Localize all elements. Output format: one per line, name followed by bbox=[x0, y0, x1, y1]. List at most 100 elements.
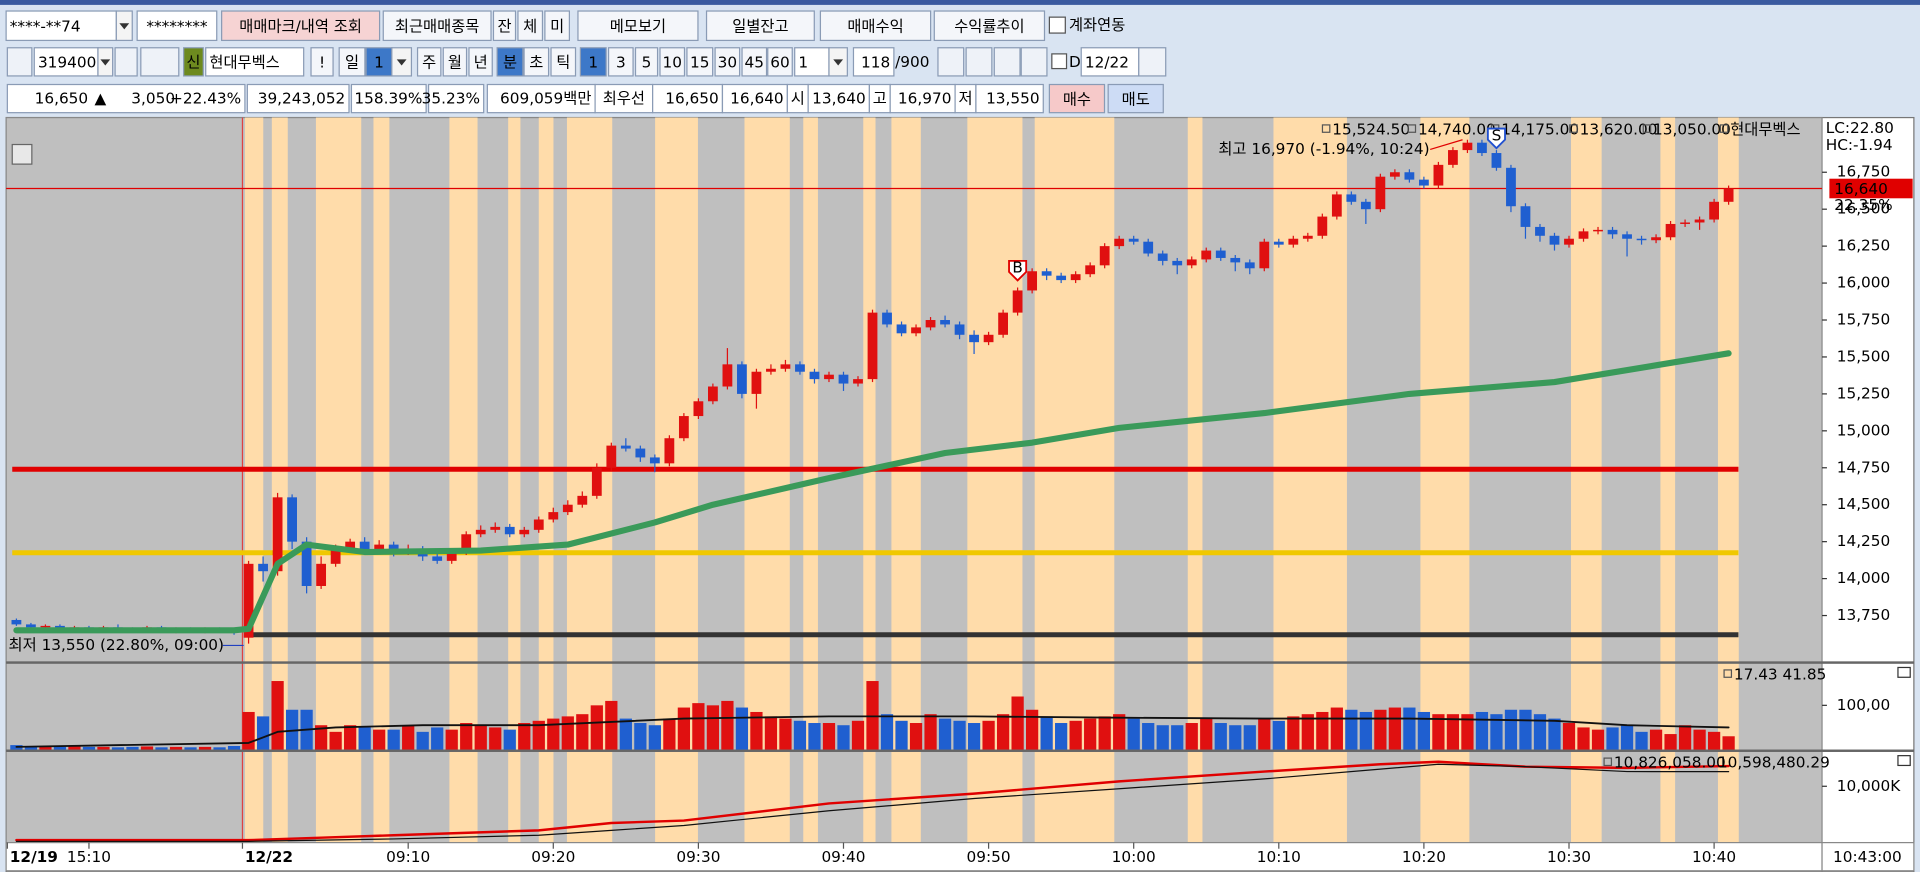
button[interactable] bbox=[205, 47, 305, 77]
candle-body bbox=[388, 544, 399, 553]
button[interactable] bbox=[819, 10, 932, 42]
candle-body bbox=[1317, 216, 1328, 236]
icon-button[interactable] bbox=[937, 47, 965, 77]
volume-bar bbox=[1388, 707, 1401, 750]
quote-high: 16,970 bbox=[898, 90, 952, 108]
volume-bar bbox=[866, 681, 879, 750]
candle-body bbox=[1331, 194, 1342, 217]
button[interactable] bbox=[1048, 83, 1106, 114]
candle-body bbox=[1157, 253, 1168, 261]
panel-close[interactable] bbox=[1897, 666, 1911, 678]
icon-button[interactable] bbox=[6, 47, 33, 77]
button[interactable] bbox=[577, 10, 699, 42]
icon-button[interactable] bbox=[140, 47, 180, 77]
button[interactable] bbox=[136, 10, 218, 42]
button[interactable] bbox=[523, 47, 550, 77]
quote-low: 13,550 bbox=[986, 90, 1040, 108]
button[interactable] bbox=[310, 47, 334, 77]
quote-ask: 16,650 bbox=[665, 90, 719, 108]
volume-bar bbox=[1098, 716, 1111, 750]
candle-body bbox=[272, 497, 283, 572]
volume-bar bbox=[909, 723, 923, 750]
candle-body bbox=[649, 457, 660, 464]
chart-menu-icon[interactable] bbox=[11, 143, 33, 165]
button[interactable] bbox=[686, 47, 714, 77]
button[interactable] bbox=[659, 47, 686, 77]
checkbox[interactable] bbox=[1051, 53, 1068, 70]
high-note: 최고 16,970 (-1.94%, 10:24) bbox=[1218, 140, 1429, 158]
button[interactable] bbox=[382, 10, 492, 42]
volume-bar bbox=[431, 727, 444, 750]
volume-bar bbox=[706, 705, 720, 750]
icon-button[interactable] bbox=[1138, 47, 1167, 77]
button[interactable] bbox=[607, 47, 634, 77]
button-label: 1 bbox=[588, 54, 598, 72]
hc-label: HC:-1.94 bbox=[1826, 136, 1893, 154]
button[interactable] bbox=[1107, 83, 1164, 114]
volume-bar bbox=[416, 731, 429, 750]
trade-marker bbox=[1486, 127, 1506, 150]
icon-button[interactable] bbox=[114, 47, 138, 77]
button[interactable] bbox=[5, 10, 117, 42]
button[interactable] bbox=[550, 47, 577, 77]
volume-bar bbox=[1301, 714, 1314, 750]
candle-body bbox=[345, 541, 356, 550]
button[interactable] bbox=[634, 47, 659, 77]
volume-bar bbox=[489, 727, 502, 750]
button[interactable] bbox=[183, 47, 204, 77]
panel-close[interactable] bbox=[1897, 755, 1911, 767]
candle-body bbox=[1346, 194, 1357, 202]
icon-button[interactable] bbox=[993, 47, 1021, 77]
icon-button[interactable] bbox=[1020, 47, 1048, 77]
volume-bar bbox=[605, 700, 618, 750]
button[interactable] bbox=[1080, 47, 1140, 77]
button[interactable] bbox=[852, 47, 895, 77]
time-label: 10:30 bbox=[1547, 848, 1591, 866]
candle-body bbox=[1564, 238, 1574, 245]
volume-bar bbox=[619, 718, 632, 750]
volume-bar bbox=[227, 745, 241, 750]
candle-body bbox=[838, 374, 849, 384]
candle-body bbox=[40, 625, 51, 628]
button[interactable] bbox=[338, 47, 366, 77]
candle-body bbox=[562, 504, 573, 513]
button[interactable] bbox=[365, 47, 393, 77]
candle-body bbox=[1375, 176, 1386, 210]
volume-bar bbox=[1577, 727, 1590, 750]
button[interactable] bbox=[705, 10, 815, 42]
volume-bar bbox=[1243, 725, 1256, 750]
button[interactable] bbox=[714, 47, 741, 77]
button[interactable] bbox=[492, 10, 517, 42]
button[interactable] bbox=[468, 47, 493, 77]
candle-body bbox=[1027, 271, 1038, 291]
button[interactable] bbox=[221, 10, 381, 42]
button[interactable] bbox=[442, 47, 468, 77]
volume-bar bbox=[213, 747, 226, 750]
button[interactable] bbox=[544, 10, 570, 42]
low-note: 최저 13,550 (22.80%, 09:00) bbox=[9, 636, 224, 654]
volume-bar bbox=[1258, 718, 1271, 750]
candle-body bbox=[475, 529, 486, 535]
button[interactable] bbox=[33, 47, 99, 77]
button-label: 12/22 bbox=[1085, 54, 1129, 72]
legend-label: 15,524.50 bbox=[1332, 120, 1410, 138]
checkbox[interactable] bbox=[1048, 16, 1066, 34]
button-label: 신 bbox=[186, 54, 200, 72]
button[interactable] bbox=[933, 10, 1046, 42]
session-band bbox=[315, 117, 362, 843]
candle-body bbox=[867, 312, 878, 380]
button[interactable] bbox=[416, 47, 442, 77]
last-pct: 22.35% bbox=[1834, 196, 1892, 214]
volume-bar bbox=[938, 718, 952, 750]
button[interactable] bbox=[496, 47, 524, 77]
candle-body bbox=[1389, 172, 1400, 177]
icon-button[interactable] bbox=[965, 47, 993, 77]
button[interactable] bbox=[767, 47, 793, 77]
button[interactable] bbox=[517, 10, 544, 42]
quote-change-pct: +22.43% bbox=[170, 90, 241, 108]
volume-label: 17.43 41.85 bbox=[1734, 665, 1826, 683]
button[interactable] bbox=[579, 47, 607, 77]
button[interactable] bbox=[741, 47, 768, 77]
candle-body bbox=[1477, 142, 1487, 154]
time-label: 09:50 bbox=[967, 848, 1011, 866]
